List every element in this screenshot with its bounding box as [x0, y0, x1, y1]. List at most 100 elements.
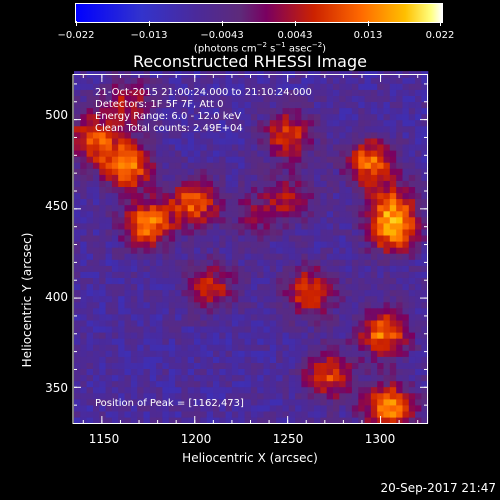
heatmap-cell [231, 113, 239, 121]
heatmap-cell [339, 198, 347, 206]
heatmap-cell [257, 198, 265, 206]
heatmap-cell [175, 101, 182, 109]
heatmap-cell [402, 398, 410, 406]
heatmap-cell [269, 410, 277, 418]
heatmap-cell [408, 234, 416, 242]
heatmap-cell [370, 404, 378, 412]
heatmap-cell [149, 362, 157, 369]
heatmap-cell [282, 125, 290, 133]
heatmap-cell [137, 180, 145, 187]
heatmap-cell [345, 228, 353, 236]
heatmap-cell [276, 168, 283, 175]
heatmap-cell [295, 368, 302, 376]
heatmap-cell [124, 295, 132, 303]
heatmap-cell [314, 398, 321, 406]
heatmap-cell [257, 119, 265, 127]
heatmap-cell [288, 77, 296, 84]
heatmap-cell [86, 259, 94, 266]
heatmap-cell [225, 344, 233, 351]
heatmap-cell [288, 253, 296, 260]
heatmap-cell [276, 143, 283, 151]
heatmap-cell [181, 168, 189, 175]
heatmap-cell [99, 283, 107, 291]
heatmap-cell [213, 344, 220, 351]
y-axis-label: Heliocentric Y (arcsec) [20, 232, 34, 368]
heatmap-cell [345, 392, 353, 400]
heatmap-cell [269, 156, 277, 163]
heatmap-cell [421, 356, 429, 363]
heatmap-cell [124, 180, 132, 187]
heatmap-cell [314, 386, 321, 394]
heatmap-cell [80, 307, 88, 315]
heatmap-cell [314, 416, 321, 424]
heatmap-cell [314, 271, 321, 278]
heatmap-cell [219, 380, 227, 388]
heatmap-cell [213, 380, 220, 388]
heatmap-cell [288, 150, 296, 157]
heatmap-cell [99, 325, 107, 333]
heatmap-cell [231, 162, 239, 169]
heatmap-cell [408, 192, 416, 200]
heatmap-cell [137, 301, 145, 309]
heatmap-cell [339, 113, 347, 121]
heatmap-cell [156, 204, 163, 212]
heatmap-cell [263, 265, 271, 272]
heatmap-cell [257, 156, 265, 163]
heatmap-cell [320, 319, 328, 327]
heatmap-cell [351, 156, 359, 163]
heatmap-cell [162, 362, 170, 369]
heatmap-cell [187, 101, 195, 109]
heatmap-cell [118, 319, 126, 327]
heatmap-cell [74, 107, 81, 115]
heatmap-cell [244, 307, 252, 315]
heatmap-cell [137, 313, 145, 321]
heatmap-cell [257, 295, 265, 303]
heatmap-cell [213, 319, 220, 327]
heatmap-cell [175, 416, 182, 424]
heatmap-cell [288, 307, 296, 315]
heatmap-cell [421, 113, 429, 121]
heatmap-cell [257, 210, 265, 218]
heatmap-cell [339, 410, 347, 418]
heatmap-cell [314, 313, 321, 321]
heatmap-cell [105, 143, 113, 151]
heatmap-cell [288, 398, 296, 406]
heatmap-cell [86, 332, 94, 339]
heatmap-cell [377, 228, 385, 236]
heatmap-cell [339, 289, 347, 297]
heatmap-cell [250, 386, 258, 394]
heatmap-cell [105, 307, 113, 315]
heatmap-cell [213, 325, 220, 333]
x-axis-label: Heliocentric X (arcsec) [182, 451, 318, 465]
heatmap-cell [307, 228, 315, 236]
heatmap-cell [276, 198, 283, 206]
heatmap-cell [194, 398, 201, 406]
heatmap-cell [269, 271, 277, 278]
heatmap-cell [93, 247, 100, 254]
heatmap-cell [156, 186, 163, 194]
heatmap-cell [301, 192, 309, 200]
heatmap-cell [213, 295, 220, 303]
heatmap-cell [149, 386, 157, 394]
heatmap-cell [301, 344, 309, 351]
heatmap-cell [276, 301, 283, 309]
heatmap-cell [314, 77, 321, 84]
heatmap-cell [80, 338, 88, 345]
heatmap-cell [320, 174, 328, 181]
heatmap-cell [105, 210, 113, 218]
heatmap-cell [364, 301, 372, 309]
heatmap-cell [105, 89, 113, 96]
heatmap-cell [295, 162, 302, 169]
heatmap-cell [238, 119, 246, 127]
heatmap-cell [105, 398, 113, 406]
heatmap-cell [383, 228, 391, 236]
heatmap-cell [194, 125, 201, 133]
heatmap-cell [74, 301, 81, 309]
heatmap-cell [225, 404, 233, 412]
heatmap-cell [408, 259, 416, 266]
heatmap-cell [370, 277, 378, 285]
heatmap-cell [396, 362, 404, 369]
heatmap-cell [396, 332, 404, 339]
heatmap-cell [80, 380, 88, 388]
heatmap-cell [295, 186, 302, 194]
